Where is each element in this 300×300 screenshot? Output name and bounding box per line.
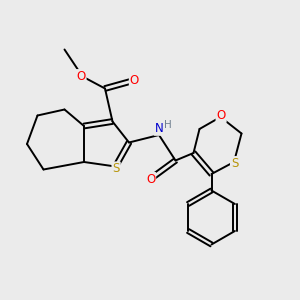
Text: O: O — [217, 109, 226, 122]
Text: O: O — [76, 70, 85, 83]
Text: O: O — [146, 173, 155, 186]
Text: S: S — [112, 162, 120, 176]
Text: N: N — [154, 122, 164, 135]
Text: S: S — [231, 157, 238, 170]
Text: O: O — [130, 74, 139, 87]
Text: H: H — [164, 120, 172, 130]
